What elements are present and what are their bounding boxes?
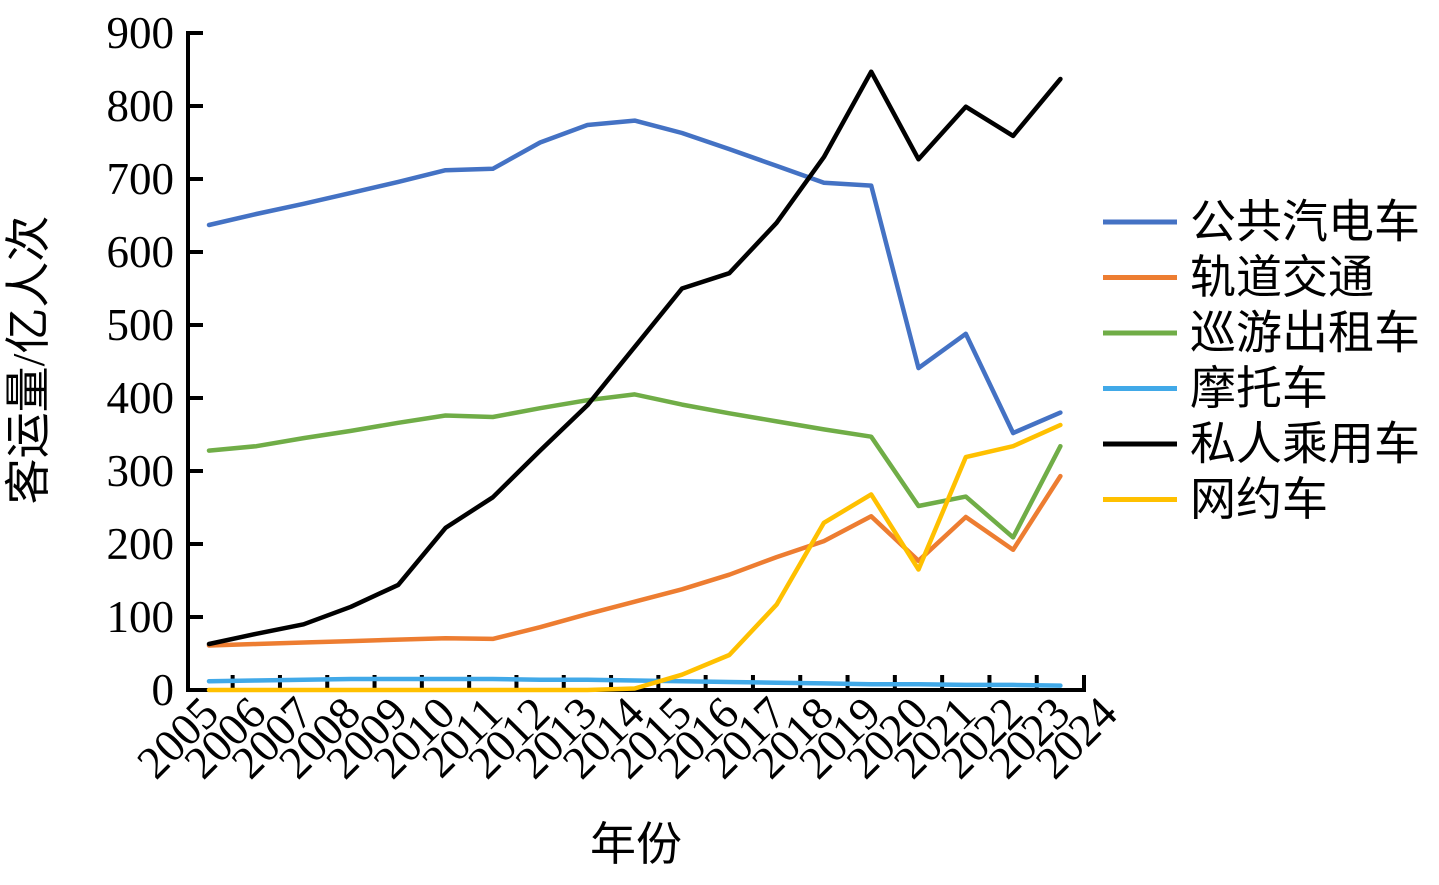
series-line-cruising-taxi [206, 392, 1063, 540]
x-axis-title: 年份 [590, 819, 682, 870]
legend-label-private-car: 私人乘用车 [1190, 419, 1420, 470]
legend-label-ride-hailing: 网约车 [1190, 474, 1328, 525]
y-tick-label: 500 [107, 300, 175, 350]
y-tick-label: 200 [107, 519, 175, 569]
legend-item-ride-hailing: 网约车 [1103, 474, 1328, 525]
legend-label-public-bus: 公共汽电车 [1190, 197, 1420, 248]
series-line-public-bus [206, 118, 1063, 436]
y-tick-label: 100 [107, 592, 175, 642]
legend-label-motorcycle: 摩托车 [1190, 363, 1328, 414]
y-tick-label: 300 [107, 446, 175, 496]
y-tick-label: 800 [107, 81, 175, 131]
y-axis-title: 客运量/亿人次 [3, 216, 54, 505]
x-tick-labels: 2005200620072008200920102011201220132014… [127, 687, 1127, 788]
legend-item-public-bus: 公共汽电车 [1103, 197, 1420, 248]
y-tick-label: 900 [107, 8, 175, 58]
series-line-rail-transit [206, 473, 1063, 648]
y-tick-label: 600 [107, 227, 175, 277]
axes [186, 31, 1086, 692]
series-lines [206, 69, 1063, 693]
y-tick-label: 0 [152, 665, 175, 715]
y-tick-labels: 0 100 200 300 400 500 600 700 800 900 [107, 8, 175, 715]
legend-item-rail-transit: 轨道交通 [1103, 252, 1374, 303]
legend-label-cruising-taxi: 巡游出租车 [1190, 308, 1420, 359]
legend-item-cruising-taxi: 巡游出租车 [1103, 308, 1420, 359]
legend-item-motorcycle: 摩托车 [1103, 363, 1328, 414]
legend-item-private-car: 私人乘用车 [1103, 419, 1420, 470]
series-line-ride-hailing [206, 422, 1063, 693]
y-tick-label: 700 [107, 154, 175, 204]
y-tick-label: 400 [107, 373, 175, 423]
legend-label-rail-transit: 轨道交通 [1190, 252, 1374, 303]
series-line-private-car [206, 69, 1063, 647]
series-line-motorcycle [206, 676, 1063, 688]
